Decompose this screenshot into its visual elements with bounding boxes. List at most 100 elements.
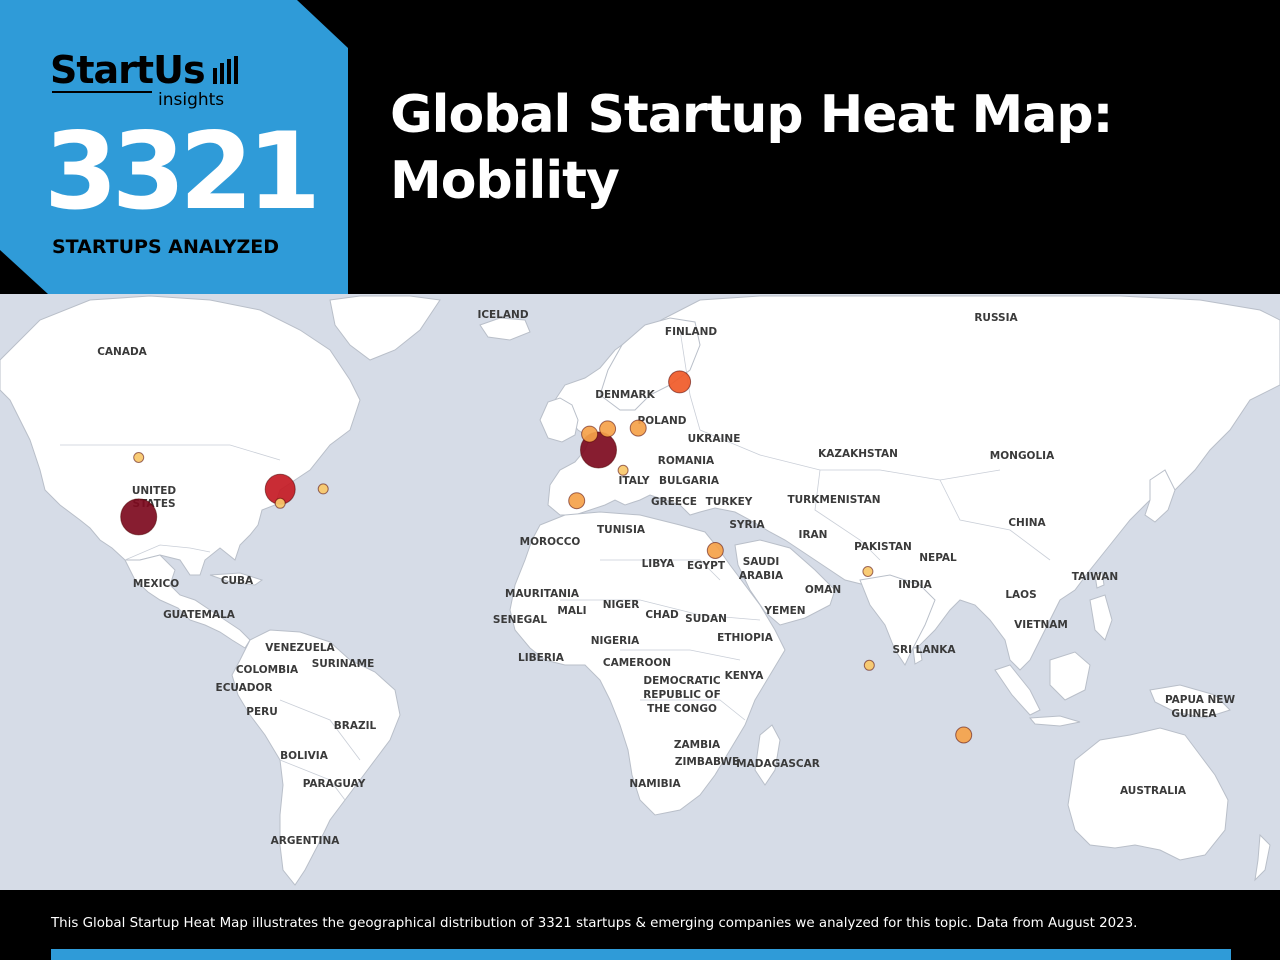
startups-count: 3321	[44, 110, 321, 233]
country-label: IRAN	[799, 529, 828, 541]
country-label: FINLAND	[665, 326, 717, 338]
uk-ireland	[539, 397, 579, 443]
country-label: VENEZUELA	[265, 642, 335, 654]
hotspot-bubble[interactable]: Berlin	[629, 419, 647, 437]
eurasia-landmass	[547, 295, 1280, 671]
country-label: GREECE	[651, 496, 697, 508]
scandinavia	[599, 317, 701, 411]
country-label: MAURITANIA	[505, 588, 580, 600]
country-label: PARAGUAY	[303, 778, 366, 790]
country-label: LAOS	[1005, 589, 1036, 601]
hotspot-bubble[interactable]: Boston	[317, 483, 329, 495]
country-label: SRI LANKA	[892, 644, 956, 656]
cuba	[209, 572, 264, 586]
south-america-landmass	[231, 629, 401, 886]
sumatra	[994, 664, 1041, 716]
title-line-2: Mobility	[390, 151, 620, 211]
country-label: ARABIA	[739, 570, 784, 582]
country-label: UKRAINE	[688, 433, 741, 445]
country-label: SURINAME	[312, 658, 375, 670]
footer-accent-bar	[51, 949, 1231, 960]
japan	[1144, 469, 1176, 523]
new-zealand	[1254, 833, 1271, 882]
country-label: NAMIBIA	[629, 778, 681, 790]
brand-logo-text: StartUs	[50, 48, 206, 92]
hotspot-bubble[interactable]: London	[581, 425, 599, 443]
country-label: EGYPT	[687, 560, 726, 572]
country-label: OMAN	[805, 584, 841, 596]
country-label: UNITED	[132, 485, 177, 497]
country-label: CAMEROON	[603, 657, 671, 669]
iceland	[479, 317, 531, 341]
country-label: ETHIOPIA	[717, 632, 774, 644]
title-line-1: Global Startup Heat Map:	[390, 85, 1113, 145]
country-label: MEXICO	[133, 578, 179, 590]
north-america-landmass	[0, 295, 361, 576]
brand-logo-subtext: insights	[158, 90, 225, 110]
hotspot-bubble[interactable]: Bangalore	[863, 659, 875, 671]
country-label: TAIWAN	[1072, 571, 1118, 583]
country-label: NEPAL	[919, 552, 957, 564]
taiwan	[1094, 571, 1105, 589]
australia	[1067, 727, 1229, 861]
logo-underline	[52, 91, 152, 93]
hotspot-bubble[interactable]: Helsinki	[668, 370, 692, 394]
country-borders	[60, 329, 1051, 801]
country-label: VIETNAM	[1014, 619, 1068, 631]
country-label: NIGER	[603, 599, 640, 611]
java	[1028, 715, 1081, 727]
country-label: ROMANIA	[658, 455, 715, 467]
startups-caption: STARTUPS ANALYZED	[52, 236, 280, 258]
country-label: TURKEY	[706, 496, 753, 508]
greenland	[329, 295, 441, 361]
country-labels: ICELANDFINLANDRUSSIACANADADENMARKPOLANDU…	[97, 309, 1235, 847]
country-label: PAPUA NEW	[1165, 694, 1235, 706]
country-label: ARGENTINA	[271, 835, 341, 847]
country-label: GUINEA	[1171, 708, 1217, 720]
country-label: RUSSIA	[974, 312, 1018, 324]
hotspot-bubble[interactable]: Madrid	[568, 492, 586, 510]
country-label: PAKISTAN	[854, 541, 912, 553]
country-label: MALI	[557, 605, 586, 617]
country-label: CHAD	[645, 609, 679, 621]
hotspot-bubbles: San Francisco Bay AreaParisDetroitHelsin…	[120, 370, 973, 744]
sri-lanka	[912, 647, 923, 665]
country-label: MADAGASCAR	[736, 758, 820, 770]
hotspot-bubble[interactable]: San Francisco Bay Area	[120, 498, 158, 536]
country-label: CHINA	[1008, 517, 1046, 529]
footer: This Global Startup Heat Map illustrates…	[0, 890, 1280, 960]
country-label: ZAMBIA	[674, 739, 721, 751]
country-label: SAUDI	[743, 556, 780, 568]
country-label: PERU	[246, 706, 277, 718]
hotspot-bubble[interactable]: Tel Aviv	[706, 542, 724, 559]
country-label: KENYA	[725, 670, 765, 682]
country-label: LIBYA	[642, 558, 676, 570]
hotspot-bubble[interactable]: Columbus	[274, 497, 286, 509]
country-label: ITALY	[618, 475, 649, 487]
hotspot-bubble[interactable]: Amsterdam	[599, 420, 617, 438]
borneo	[1049, 651, 1091, 701]
hotspot-bubble[interactable]: Singapore	[955, 726, 973, 744]
country-label: THE CONGO	[647, 703, 717, 715]
country-label: BRAZIL	[334, 720, 377, 732]
footer-caption: This Global Startup Heat Map illustrates…	[51, 916, 1138, 931]
country-label: CANADA	[97, 346, 147, 358]
country-label: SYRIA	[729, 519, 765, 531]
new-guinea	[1149, 684, 1231, 719]
hotspot-bubble[interactable]: Delhi	[862, 566, 874, 577]
country-label: SENEGAL	[493, 614, 547, 626]
hotspot-bubble[interactable]: Milan	[617, 464, 629, 476]
land-layer	[0, 295, 1280, 886]
country-label: LIBERIA	[518, 652, 565, 664]
arabian-peninsula	[734, 539, 836, 626]
country-label: GUATEMALA	[163, 609, 236, 621]
hotspot-bubble[interactable]: Seattle	[133, 452, 145, 463]
country-label: AUSTRALIA	[1120, 785, 1187, 797]
country-label: TURKMENISTAN	[787, 494, 880, 506]
country-label: COLOMBIA	[236, 664, 299, 676]
country-label: CUBA	[221, 575, 254, 587]
country-label: TUNISIA	[597, 524, 646, 536]
country-label: POLAND	[638, 415, 687, 427]
country-label: NIGERIA	[591, 635, 640, 647]
country-label: INDIA	[898, 579, 932, 591]
